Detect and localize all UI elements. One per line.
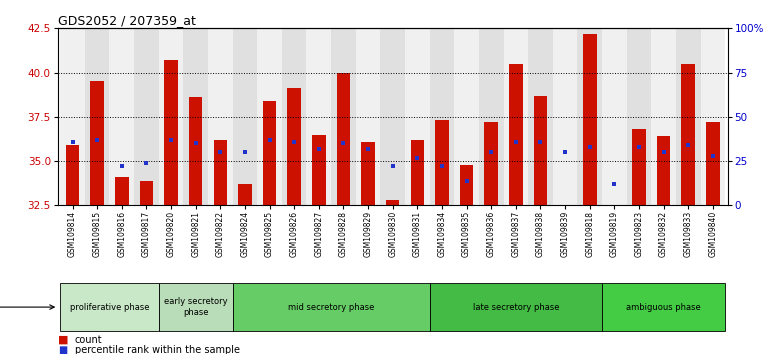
Text: proliferative phase: proliferative phase xyxy=(70,303,149,312)
Bar xyxy=(213,140,227,205)
Bar xyxy=(553,28,578,205)
Bar xyxy=(60,28,85,205)
Bar xyxy=(706,122,720,205)
Bar xyxy=(233,283,430,331)
Bar xyxy=(287,88,301,205)
Bar xyxy=(578,28,602,205)
Bar xyxy=(115,177,129,205)
Bar xyxy=(189,97,203,205)
Bar xyxy=(60,283,159,331)
Text: ambiguous phase: ambiguous phase xyxy=(626,303,701,312)
Text: ■: ■ xyxy=(58,335,69,345)
Bar xyxy=(183,28,208,205)
Bar xyxy=(65,145,79,205)
Text: GDS2052 / 207359_at: GDS2052 / 207359_at xyxy=(58,14,196,27)
Bar xyxy=(134,28,159,205)
Bar xyxy=(336,73,350,205)
Bar xyxy=(430,283,602,331)
Bar xyxy=(356,28,380,205)
Bar xyxy=(109,28,134,205)
Bar xyxy=(657,136,671,205)
Bar xyxy=(238,184,252,205)
Bar xyxy=(90,81,104,205)
Bar xyxy=(460,165,474,205)
Bar xyxy=(331,28,356,205)
Text: percentile rank within the sample: percentile rank within the sample xyxy=(75,346,239,354)
Bar xyxy=(263,101,276,205)
Bar xyxy=(233,28,257,205)
Bar xyxy=(306,28,331,205)
Text: late secretory phase: late secretory phase xyxy=(473,303,559,312)
Bar xyxy=(85,28,109,205)
Bar xyxy=(528,28,553,205)
Bar xyxy=(405,28,430,205)
Bar xyxy=(608,205,621,209)
Bar xyxy=(583,34,597,205)
Bar xyxy=(430,28,454,205)
Bar xyxy=(257,28,282,205)
Bar xyxy=(164,60,178,205)
Bar xyxy=(509,64,523,205)
Bar xyxy=(361,142,375,205)
Bar xyxy=(504,28,528,205)
Bar xyxy=(282,28,306,205)
Bar xyxy=(676,28,701,205)
Bar xyxy=(159,28,183,205)
Bar xyxy=(139,181,153,205)
Bar xyxy=(627,28,651,205)
Bar xyxy=(435,120,449,205)
Text: mid secretory phase: mid secretory phase xyxy=(288,303,374,312)
Bar xyxy=(380,28,405,205)
Bar xyxy=(386,200,400,205)
Text: count: count xyxy=(75,335,102,345)
Bar xyxy=(312,135,326,205)
Bar xyxy=(208,28,233,205)
Bar xyxy=(602,28,627,205)
Text: other: other xyxy=(0,302,54,312)
Text: early secretory
phase: early secretory phase xyxy=(164,297,227,317)
Bar xyxy=(534,96,547,205)
Bar xyxy=(410,140,424,205)
Bar xyxy=(602,283,725,331)
Bar xyxy=(701,28,725,205)
Bar xyxy=(479,28,504,205)
Bar xyxy=(484,122,498,205)
Bar xyxy=(454,28,479,205)
Bar xyxy=(632,129,646,205)
Text: ■: ■ xyxy=(58,346,67,354)
Bar xyxy=(651,28,676,205)
Bar xyxy=(681,64,695,205)
Bar xyxy=(159,283,233,331)
